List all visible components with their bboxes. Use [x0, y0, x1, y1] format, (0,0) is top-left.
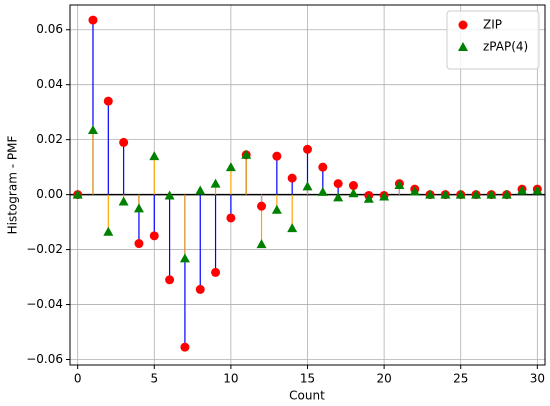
marker	[149, 231, 159, 241]
y-tick-label: 0.02	[36, 132, 63, 146]
marker	[363, 193, 374, 203]
marker	[195, 185, 206, 195]
marker	[272, 151, 282, 161]
marker	[394, 180, 405, 189]
marker	[517, 185, 528, 195]
x-tick-label: 25	[453, 372, 468, 386]
marker	[486, 189, 497, 199]
marker	[425, 189, 436, 199]
marker	[471, 189, 482, 199]
legend-box	[446, 10, 540, 70]
marker	[165, 275, 175, 285]
legend-label: zPAP(4)	[483, 40, 528, 54]
marker	[303, 144, 312, 154]
marker	[210, 178, 221, 188]
y-tick-label: 0.06	[36, 22, 63, 36]
marker	[409, 186, 420, 196]
marker	[133, 203, 144, 213]
y-tick-label: −0.04	[26, 297, 63, 311]
marker	[532, 185, 543, 195]
marker	[302, 181, 313, 191]
marker	[241, 149, 252, 159]
marker	[87, 125, 98, 135]
marker	[440, 189, 451, 199]
marker	[179, 253, 190, 263]
marker	[134, 239, 144, 249]
y-tick-label: 0.00	[36, 187, 63, 201]
x-tick-label: 20	[376, 372, 391, 386]
marker	[501, 189, 512, 199]
y-tick-label: −0.06	[26, 352, 63, 366]
marker	[164, 190, 175, 200]
marker	[333, 179, 343, 189]
marker	[379, 191, 390, 201]
marker	[287, 173, 297, 183]
marker	[455, 189, 466, 199]
marker	[271, 204, 282, 214]
marker	[103, 226, 114, 236]
x-axis-label: Count	[289, 389, 325, 403]
marker	[88, 15, 98, 25]
marker	[256, 239, 267, 249]
x-tick-label: 10	[223, 372, 238, 386]
legend-label: ZIP	[483, 18, 502, 32]
marker	[195, 284, 205, 294]
marker	[318, 162, 328, 172]
y-tick-label: −0.02	[26, 242, 63, 256]
marker	[333, 192, 344, 202]
legend-marker	[458, 42, 468, 51]
marker	[225, 162, 236, 172]
x-tick-label: 0	[74, 372, 82, 386]
marker	[180, 342, 190, 352]
x-tick-label: 5	[150, 372, 158, 386]
marker	[119, 137, 129, 147]
marker	[149, 151, 160, 161]
marker	[348, 181, 358, 191]
marker	[348, 188, 359, 198]
plot-frame	[69, 4, 546, 366]
x-tick-label: 30	[530, 372, 545, 386]
y-axis-label: Histogram - PMF	[6, 136, 20, 235]
marker	[103, 96, 113, 106]
marker	[257, 201, 267, 211]
marker	[226, 213, 236, 223]
y-tick-label: 0.04	[36, 77, 63, 91]
marker	[72, 189, 83, 199]
legend-marker	[458, 20, 468, 30]
marker	[118, 196, 129, 206]
marker	[287, 223, 298, 233]
x-tick-label: 15	[300, 372, 315, 386]
marker	[211, 267, 221, 277]
marker	[317, 186, 328, 196]
